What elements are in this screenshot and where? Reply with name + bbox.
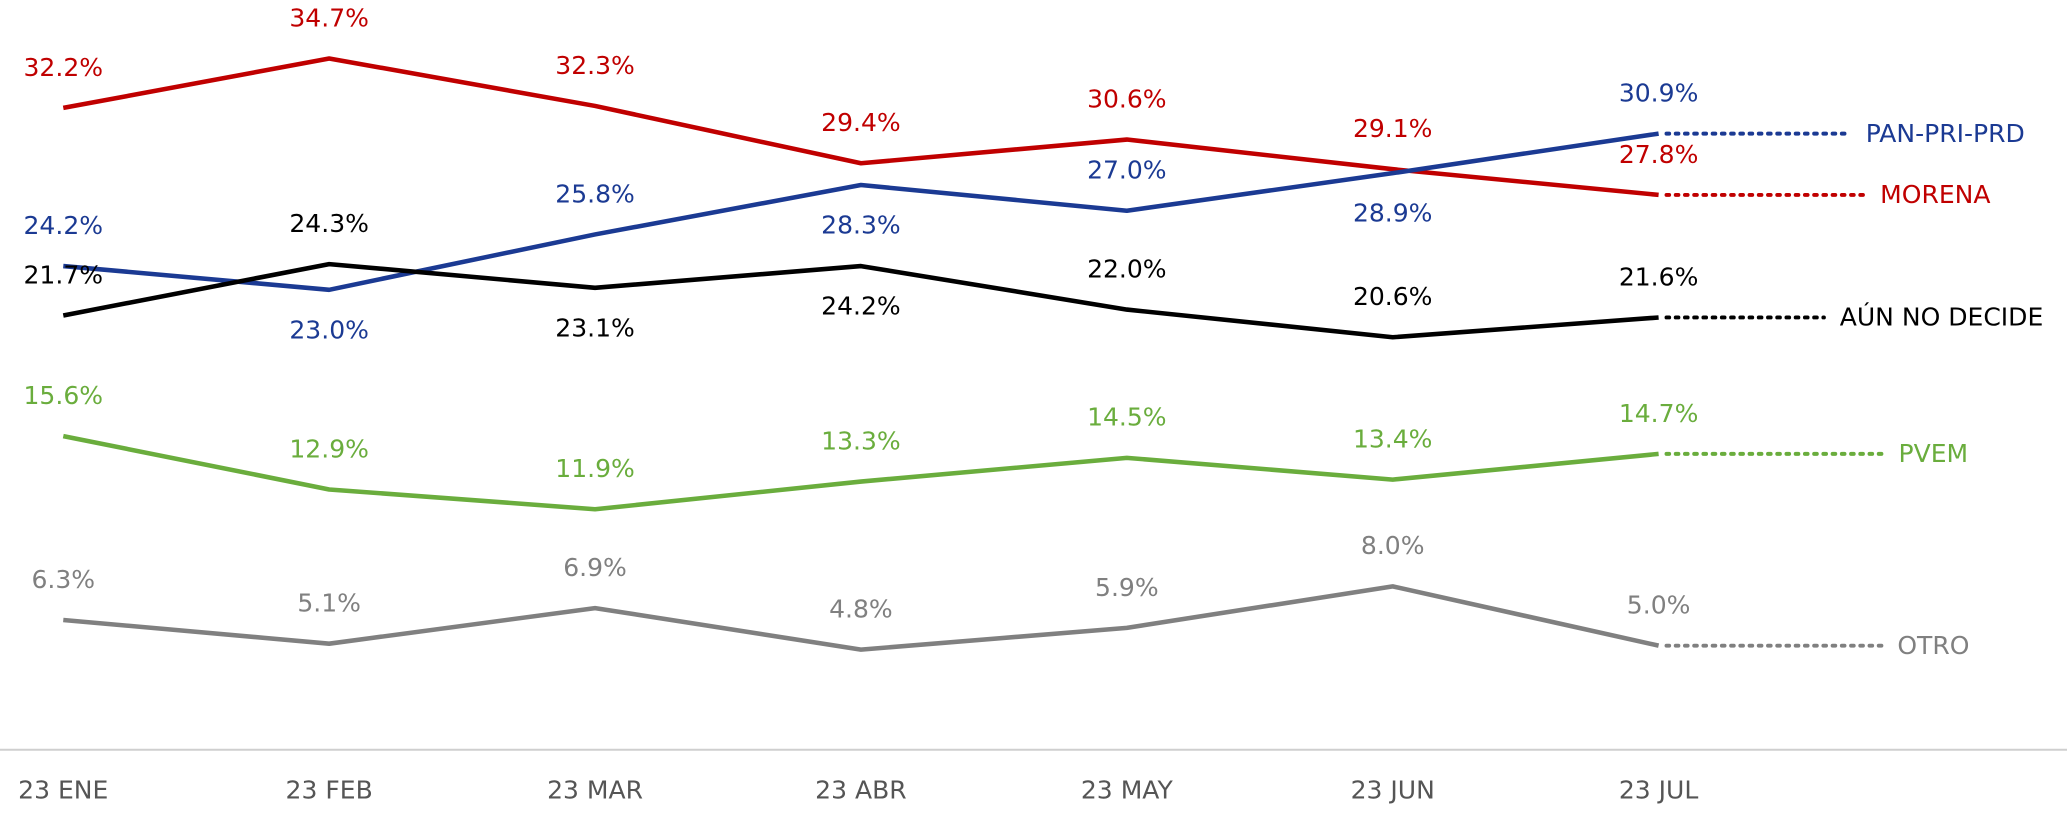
data-label: 22.0% <box>1087 255 1167 284</box>
data-label: 20.6% <box>1353 282 1433 311</box>
data-label: 27.0% <box>1087 156 1167 185</box>
data-label: 21.6% <box>1619 263 1699 292</box>
series-line <box>63 584 1660 652</box>
x-tick-label: 23 MAR <box>547 775 643 804</box>
data-label: 6.9% <box>563 553 627 582</box>
legend-label: AÚN NO DECIDE <box>1840 302 2044 332</box>
x-tick-label: 23 JUN <box>1351 775 1435 804</box>
series-line <box>63 131 1659 293</box>
data-label: 30.9% <box>1619 79 1699 108</box>
data-label: 34.7% <box>289 4 369 33</box>
data-label: 25.8% <box>555 179 635 208</box>
series-line <box>62 433 1659 512</box>
data-label: 15.6% <box>24 381 104 410</box>
data-label: 4.8% <box>829 595 893 624</box>
legend-label: PAN-PRI-PRD <box>1866 119 2025 148</box>
data-label: 29.1% <box>1353 114 1433 143</box>
legend-label: MORENA <box>1880 180 1990 209</box>
x-tick-label: 23 MAY <box>1081 775 1174 804</box>
data-label: 6.3% <box>31 565 95 594</box>
data-label: 13.3% <box>821 427 901 456</box>
data-label: 28.3% <box>821 211 901 240</box>
data-label: 5.9% <box>1095 573 1159 602</box>
data-label: 24.2% <box>821 292 901 321</box>
data-label: 24.3% <box>289 209 369 238</box>
series-line <box>62 261 1659 340</box>
data-label: 29.4% <box>821 108 901 137</box>
data-label: 32.3% <box>555 51 635 80</box>
data-label: 14.7% <box>1619 399 1699 428</box>
x-tick-label: 23 FEB <box>286 775 373 804</box>
data-label: 11.9% <box>555 454 635 483</box>
data-label: 13.4% <box>1353 425 1433 454</box>
data-label: 5.0% <box>1627 591 1691 620</box>
x-tick-label: 23 ABR <box>815 775 907 804</box>
data-label: 21.7% <box>24 261 104 290</box>
data-label: 30.6% <box>1087 85 1167 114</box>
x-tick-label: 23 ENE <box>18 775 108 804</box>
legend-label: OTRO <box>1897 631 1969 660</box>
x-tick-label: 23 JUL <box>1619 775 1699 804</box>
data-label: 27.8% <box>1619 140 1699 169</box>
data-label: 5.1% <box>297 589 361 618</box>
data-label: 12.9% <box>289 435 369 464</box>
data-label: 14.5% <box>1087 403 1167 432</box>
data-label: 32.2% <box>24 53 104 82</box>
legend-label: PVEM <box>1898 439 1968 468</box>
data-label: 24.2% <box>24 211 104 240</box>
data-label: 8.0% <box>1361 531 1425 560</box>
data-label: 28.9% <box>1353 199 1433 228</box>
series-line <box>62 56 1659 198</box>
data-label: 23.0% <box>289 316 369 345</box>
data-label: 23.1% <box>555 314 635 343</box>
